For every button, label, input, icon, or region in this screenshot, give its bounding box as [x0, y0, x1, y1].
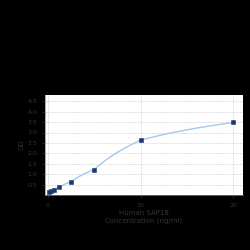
- X-axis label: Human SAP18
Concentration (ng/ml): Human SAP18 Concentration (ng/ml): [105, 210, 182, 224]
- Y-axis label: OD: OD: [19, 140, 25, 150]
